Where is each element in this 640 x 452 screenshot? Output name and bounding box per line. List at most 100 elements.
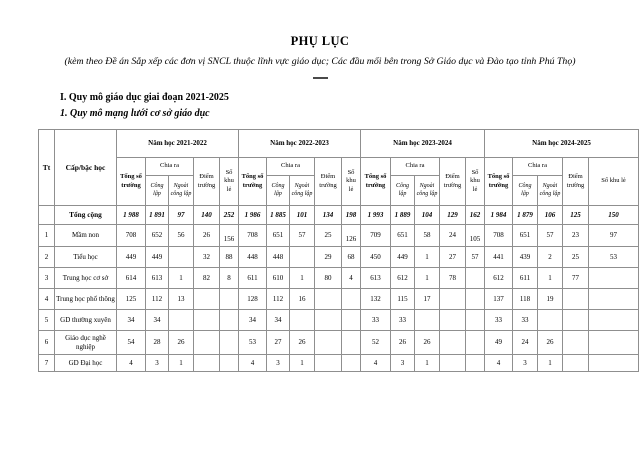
table-row: 4 Trung học phổ thông 125 112 13 128 112 16 132 1… [38, 288, 639, 310]
cell-value [588, 354, 639, 372]
table-body: Tổng cộng 1 988 1 891 97 140 252 1 986 1 885 101… [38, 205, 639, 372]
cell-value: 709 [360, 224, 391, 247]
cell-value: 118 [512, 288, 538, 310]
header-ngoai-cong-lap: Ngoài công lập [289, 175, 315, 206]
cell-value: 441 [484, 246, 513, 268]
cell-value [465, 267, 485, 289]
cell-value: 13 [168, 288, 194, 310]
cell-value: 611 [238, 267, 267, 289]
cell-value: 54 [116, 330, 146, 355]
table-row: 3 Trung học cơ sở 614 613 1 82 8 611 610 1 80 4 613 6… [38, 267, 639, 289]
cell-value: 134 [314, 205, 342, 225]
cell-level: Trung học phổ thông [54, 288, 117, 310]
cell-value [314, 309, 342, 331]
cell-value: 614 [116, 267, 146, 289]
cell-value: 252 [219, 205, 239, 225]
cell-value [537, 309, 563, 331]
header-ngoai-cong-lap: Ngoài công lập [414, 175, 440, 206]
cell-value: 57 [289, 224, 315, 247]
subsection-heading: 1. Quy mô mạng lưới cơ sở giáo dục [60, 108, 210, 119]
cell-value: 26 [537, 330, 563, 355]
cell-tt: 1 [38, 224, 55, 247]
cell-value: 3 [266, 354, 290, 372]
cell-value: 1 889 [390, 205, 415, 225]
header-cong-lap: Công lập [145, 175, 169, 206]
header-so-khu-le: Số khu lẻ [341, 157, 361, 206]
cell-level: Tổng cộng [54, 205, 117, 225]
cell-value: 115 [390, 288, 415, 310]
cell-level: GD Đại học [54, 354, 117, 372]
cell-value: 610 [266, 267, 290, 289]
cell-value: 613 [145, 267, 169, 289]
cell-value [465, 330, 485, 355]
section-heading: I. Quy mô giáo dục giai đoạn 2021-2025 [60, 92, 229, 103]
cell-value: 16 [289, 288, 315, 310]
cell-value: 3 [512, 354, 538, 372]
cell-value: 25 [562, 246, 589, 268]
cell-value [193, 354, 220, 372]
cell-tt: 5 [38, 309, 55, 331]
cell-value: 450 [360, 246, 391, 268]
cell-value: 1 984 [484, 205, 513, 225]
cell-level: Trung học cơ sở [54, 267, 117, 289]
cell-value: 708 [116, 224, 146, 247]
header-diem-truong: Điểm trường [562, 157, 589, 206]
cell-value: 137 [484, 288, 513, 310]
cell-level: Giáo dục nghề nghiệp [54, 330, 117, 355]
header-chia-ra: Chia ra [390, 157, 440, 176]
cell-value: 33 [390, 309, 415, 331]
cell-value: 80 [314, 267, 342, 289]
header-chia-ra: Chia ra [145, 157, 194, 176]
cell-value: 449 [116, 246, 146, 268]
cell-value [465, 309, 485, 331]
cell-value: 2 [537, 246, 563, 268]
cell-value [465, 354, 485, 372]
cell-value: 140 [193, 205, 220, 225]
cell-value: 97 [168, 205, 194, 225]
cell-value: 3 [390, 354, 415, 372]
cell-value [439, 288, 466, 310]
cell-value: 112 [266, 288, 290, 310]
cell-value: 1 [537, 354, 563, 372]
cell-value: 34 [238, 309, 267, 331]
cell-value: 613 [360, 267, 391, 289]
separator-line [312, 77, 328, 79]
cell-value: 52 [360, 330, 391, 355]
cell-value [219, 288, 239, 310]
header-so-khu-le: Số khu lẻ [588, 157, 639, 206]
table-row: 6 Giáo dục nghề nghiệp 54 28 26 53 27 26 52 26 26 4… [38, 330, 639, 355]
header-chia-ra: Chia ra [266, 157, 315, 176]
cell-value: 4 [116, 354, 146, 372]
cell-value: 24 [512, 330, 538, 355]
cell-value: 1 891 [145, 205, 169, 225]
cell-value: 1 [289, 267, 315, 289]
cell-value [562, 330, 589, 355]
cell-value: 101 [289, 205, 315, 225]
cell-value: 24 [439, 224, 466, 247]
cell-value [562, 354, 589, 372]
cell-tt: 6 [38, 330, 55, 355]
cell-value: 448 [266, 246, 290, 268]
header-diem-truong: Điểm trường [193, 157, 220, 206]
table-row: Tổng cộng 1 988 1 891 97 140 252 1 986 1 885 101… [38, 205, 639, 225]
cell-value: 28 [145, 330, 169, 355]
cell-value [562, 288, 589, 310]
header-chia-ra: Chia ra [512, 157, 563, 176]
cell-value: 1 879 [512, 205, 538, 225]
cell-value: 448 [238, 246, 267, 268]
cell-value: 33 [360, 309, 391, 331]
header-cong-lap: Công lập [266, 175, 290, 206]
cell-value: 29 [314, 246, 342, 268]
cell-value: 68 [341, 246, 361, 268]
cell-value: 82 [193, 267, 220, 289]
cell-value: 125 [116, 288, 146, 310]
cell-value [289, 309, 315, 331]
cell-value [341, 330, 361, 355]
cell-value: 1 [289, 354, 315, 372]
cell-value: 449 [145, 246, 169, 268]
header-cong-lap: Công lập [512, 175, 538, 206]
cell-value: 1 885 [266, 205, 290, 225]
cell-value: 19 [537, 288, 563, 310]
cell-value [439, 354, 466, 372]
cell-value: 1 [537, 267, 563, 289]
